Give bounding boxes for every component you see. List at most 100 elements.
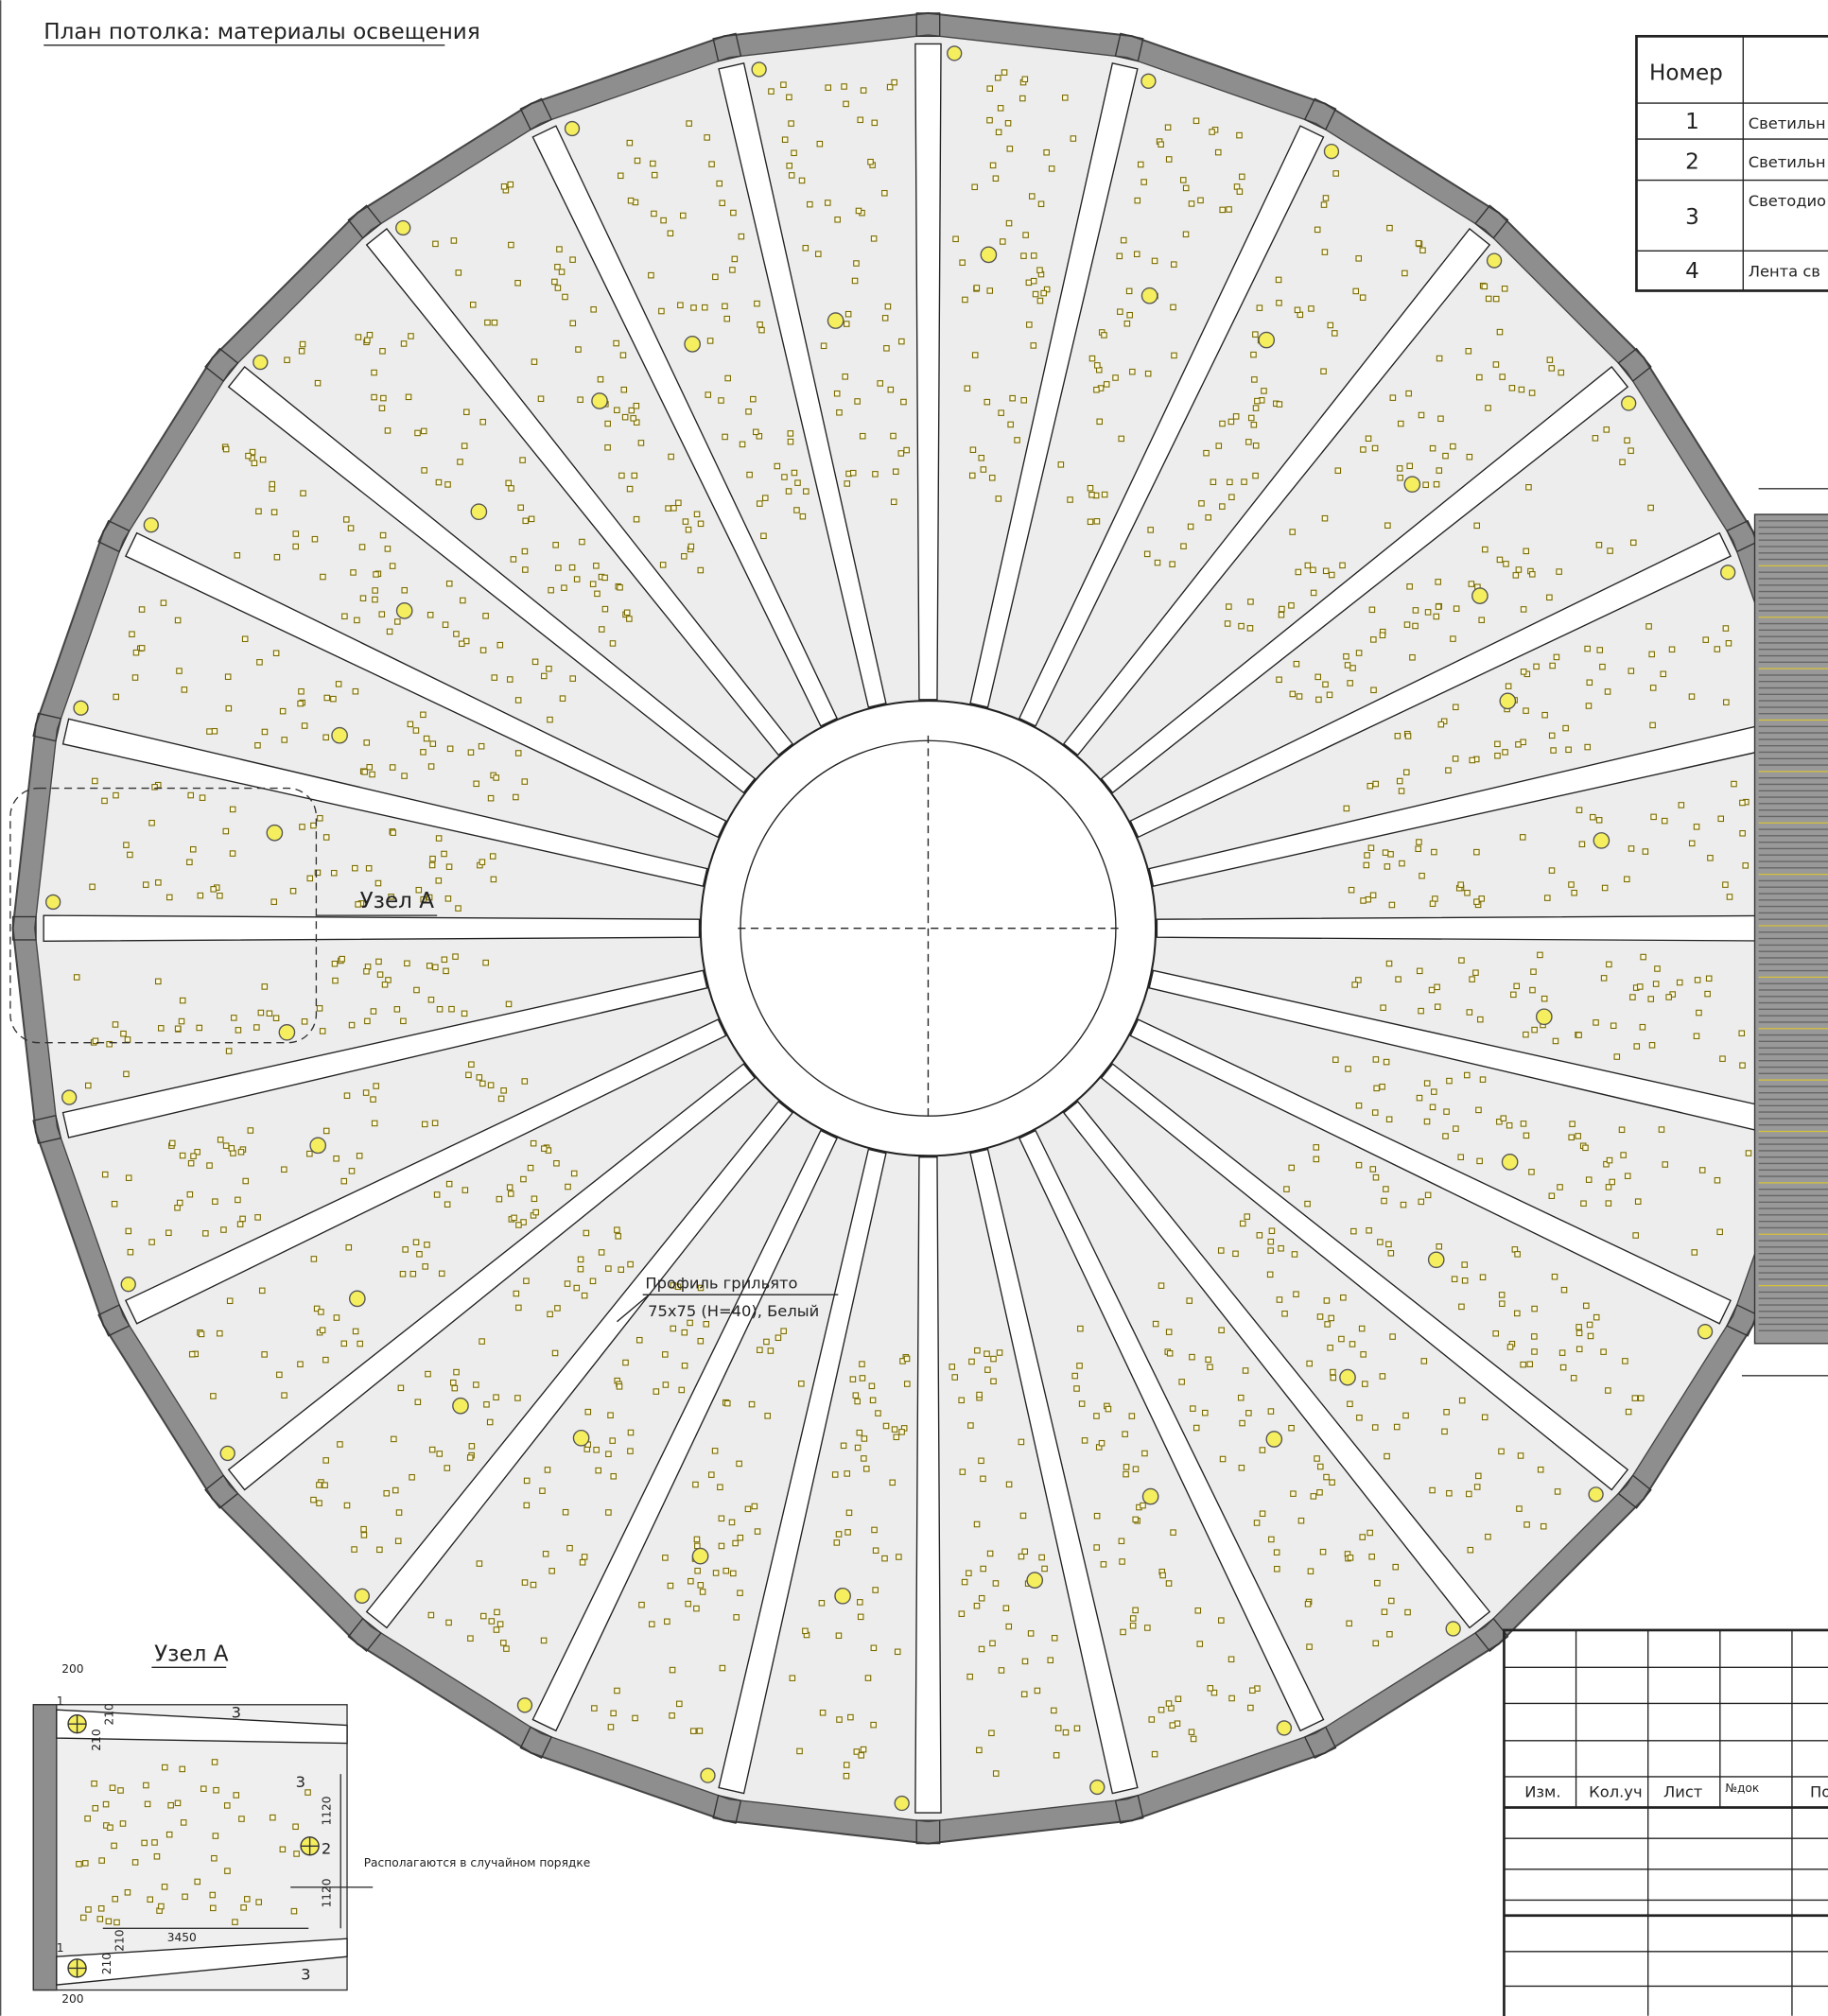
led-point (98, 1857, 105, 1864)
led-point (1252, 472, 1259, 479)
led-point (780, 1328, 787, 1334)
led-point (1087, 484, 1094, 492)
led-point (584, 1408, 592, 1416)
led-point (1005, 219, 1013, 227)
led-point (1485, 1533, 1491, 1540)
led-point (224, 1802, 231, 1809)
led-point (1548, 1192, 1556, 1199)
led-point (1383, 1058, 1390, 1066)
led-point (1575, 1133, 1581, 1139)
led-point (1307, 1568, 1314, 1574)
led-point (245, 452, 252, 460)
led-point (1525, 484, 1532, 491)
led-point (407, 721, 414, 728)
led-point (634, 157, 641, 165)
led-point (1306, 1643, 1313, 1650)
led-point (473, 780, 479, 788)
led-point (1395, 976, 1401, 982)
led-point (1629, 994, 1636, 1000)
led-point (1018, 1438, 1025, 1446)
led-point (1443, 1409, 1450, 1416)
led-point (1288, 1164, 1295, 1172)
profile-label: 75х75 (Н=40), Белый (648, 1302, 819, 1320)
led-point (1424, 1191, 1432, 1199)
led-point (1496, 328, 1504, 336)
led-point (686, 120, 692, 127)
joint (519, 97, 553, 130)
led-point (508, 485, 514, 492)
led-point (1676, 979, 1683, 986)
led-point (1371, 1424, 1379, 1431)
led-point (1190, 1735, 1197, 1743)
led-point (1367, 844, 1375, 851)
led-point (222, 1142, 230, 1149)
led-point (1660, 670, 1667, 678)
led-point (351, 1546, 357, 1553)
led-point (1326, 691, 1333, 699)
led-point (1245, 1410, 1252, 1416)
led-point (1329, 1479, 1335, 1486)
led-point (301, 722, 308, 729)
led-point (1320, 201, 1328, 208)
led-point (1291, 1251, 1298, 1258)
led-point (420, 749, 427, 756)
led-point (178, 1017, 185, 1025)
led-point (435, 878, 443, 884)
led-point (1180, 543, 1187, 549)
led-point (1020, 1691, 1028, 1697)
led-point (206, 728, 213, 735)
led-point (971, 183, 978, 191)
led-point (1232, 1250, 1239, 1258)
led-point (194, 1149, 200, 1156)
led-point (973, 285, 981, 291)
led-point (676, 1700, 683, 1708)
led-point (627, 1448, 634, 1454)
led-point (558, 269, 566, 275)
led-point (112, 1021, 119, 1028)
led-point (1520, 606, 1527, 613)
led-point (870, 1721, 877, 1729)
led-point (1315, 696, 1322, 704)
led-point (1475, 1472, 1482, 1480)
lamp-edge (1588, 1486, 1604, 1503)
tb-header: №док (1725, 1781, 1759, 1795)
led-point (976, 1391, 983, 1399)
led-point (859, 1375, 866, 1382)
led-point (1412, 622, 1419, 630)
led-point (670, 1282, 677, 1289)
led-point (1551, 1273, 1558, 1280)
led-point (621, 413, 629, 421)
lamp-edge (44, 894, 61, 911)
led-point (420, 427, 427, 435)
led-point (1014, 437, 1020, 443)
led-point (386, 628, 393, 635)
led-point (781, 136, 789, 143)
led-point (1119, 1558, 1125, 1565)
led-point (1622, 1358, 1628, 1364)
led-point (522, 517, 530, 525)
lamp (395, 602, 413, 619)
led-point (1316, 1313, 1324, 1320)
led-point (1693, 1033, 1700, 1040)
led-point (1600, 975, 1608, 982)
led-point (187, 791, 194, 799)
led-point (561, 584, 567, 591)
led-point (1383, 1186, 1389, 1192)
led-point (551, 1349, 559, 1357)
led-point (1190, 1405, 1196, 1412)
led-point (1322, 681, 1329, 688)
led-point (1609, 1178, 1615, 1186)
led-point (1632, 1232, 1639, 1239)
led-point (632, 1714, 638, 1722)
led-point (444, 1465, 451, 1471)
led-point (1494, 752, 1501, 759)
led-point (1649, 685, 1657, 691)
led-point (235, 1027, 242, 1034)
led-point (515, 1304, 522, 1312)
led-point (404, 960, 410, 967)
led-point (551, 278, 558, 286)
lamp (1403, 476, 1421, 494)
led-point (1558, 1349, 1566, 1356)
joint (1114, 32, 1144, 62)
led-point (521, 547, 529, 555)
